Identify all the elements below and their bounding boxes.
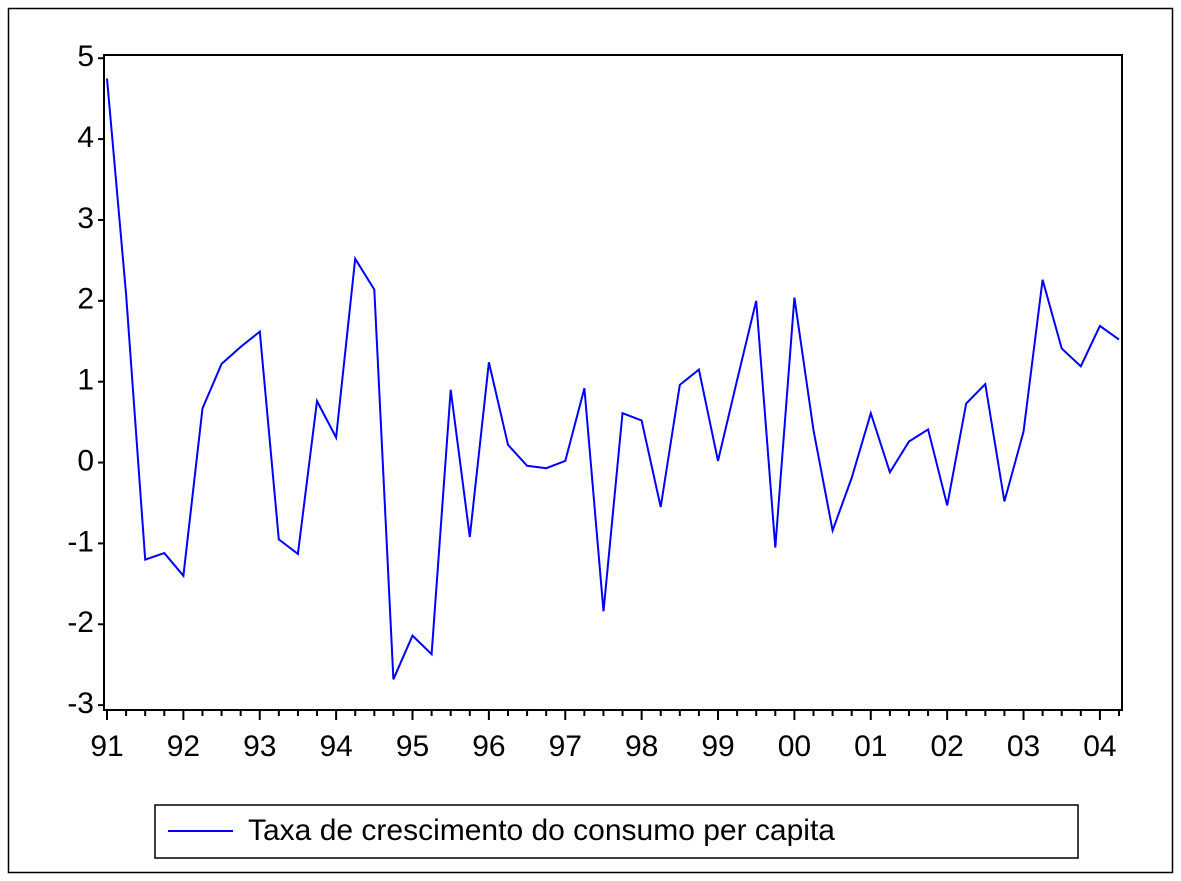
x-tick-label: 94: [319, 730, 352, 763]
x-tick-label: 04: [1083, 730, 1116, 763]
y-tick-label: 5: [77, 40, 94, 73]
x-tick-label: 02: [930, 730, 963, 763]
y-tick-label: 3: [77, 202, 94, 235]
y-tick-label: -2: [67, 606, 94, 639]
x-tick-label: 97: [549, 730, 582, 763]
y-tick-label: -3: [67, 687, 94, 720]
y-tick-label: 2: [77, 283, 94, 316]
legend-box: [154, 804, 1079, 859]
y-tick-label: 0: [77, 444, 94, 477]
y-tick-label: -1: [67, 525, 94, 558]
x-tick-label: 95: [396, 730, 429, 763]
x-tick-label: 98: [625, 730, 658, 763]
legend-label: Taxa de crescimento do consumo per capit…: [248, 814, 835, 847]
y-tick-label: 1: [77, 364, 94, 397]
x-tick-label: 92: [167, 730, 200, 763]
x-tick-label: 96: [472, 730, 505, 763]
y-tick-label: 4: [77, 121, 94, 154]
x-tick-label: 91: [90, 730, 123, 763]
outer-frame: [7, 7, 1174, 874]
x-tick-label: 93: [243, 730, 276, 763]
x-tick-label: 99: [701, 730, 734, 763]
x-tick-label: 01: [854, 730, 887, 763]
data-line: [106, 78, 1120, 680]
x-tick-label: 00: [778, 730, 811, 763]
x-tick-label: 03: [1007, 730, 1040, 763]
